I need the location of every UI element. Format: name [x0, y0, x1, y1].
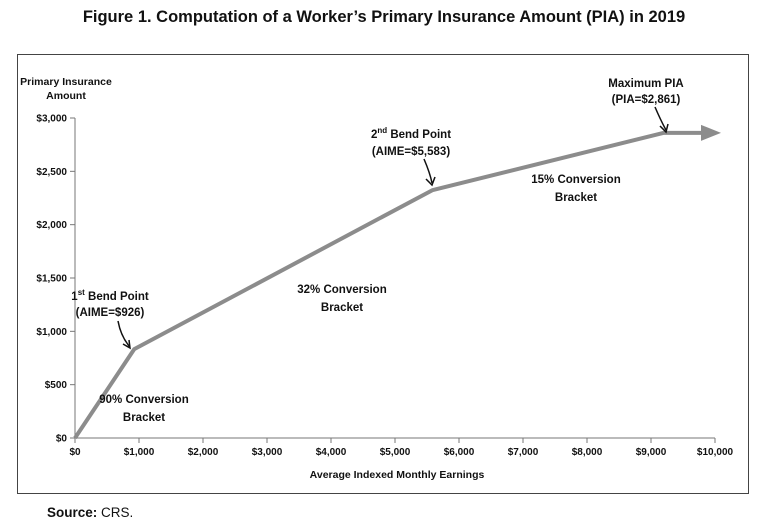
x-tick-label: $6,000 — [444, 447, 475, 458]
y-tick-label: $2,000 — [36, 220, 67, 231]
x-tick-label: $7,000 — [508, 447, 539, 458]
annotations: 1st Bend Point (AIME=$926) 2nd Bend Poin… — [71, 78, 683, 424]
x-tick-label: $4,000 — [316, 447, 347, 458]
bend-point-2-text: Bend Point — [387, 129, 451, 141]
bend-point-1-arrow — [117, 320, 131, 348]
x-tick-label: $9,000 — [636, 447, 667, 458]
x-axis-title: Average Indexed Monthly Earnings — [310, 469, 485, 481]
x-tick-label: $5,000 — [380, 447, 411, 458]
figure-title: Figure 1. Computation of a Worker’s Prim… — [82, 8, 686, 26]
bend-point-2-superscript: nd — [377, 126, 387, 135]
bend-point-1-superscript: st — [78, 288, 85, 297]
bend-point-1-text: Bend Point — [85, 291, 149, 303]
y-tick-label: $0 — [56, 434, 68, 445]
x-tick-label: $10,000 — [697, 447, 734, 458]
x-ticks: $0 $1,000 $2,000 $3,000 $4,000 $5,000 $6,000 $7… — [69, 438, 734, 458]
chart-frame: $0 $500 $1,000 $1,500 $2,000 $2,500 $3,000 $0 $… — [17, 54, 749, 494]
maximum-pia-arrow — [654, 106, 667, 131]
bracket-15-word: Bracket — [555, 192, 597, 204]
bend-point-1-arrowhead — [122, 339, 131, 350]
bend-point-2-label: 2nd Bend Point — [371, 126, 451, 141]
x-tick-label: $8,000 — [572, 447, 603, 458]
source-note: Source: CRS. — [47, 505, 133, 520]
bend-point-2-aime: (AIME=$5,583) — [372, 146, 450, 158]
maximum-pia-value: (PIA=$2,861) — [612, 94, 681, 106]
bracket-32-label: 32% Conversion — [297, 284, 386, 296]
bend-point-1-number: 1 — [71, 291, 78, 303]
bracket-32-word: Bracket — [321, 302, 363, 314]
y-tick-label: $1,500 — [36, 274, 67, 285]
y-axis-title-line-2: Amount — [46, 90, 86, 102]
series-layer — [73, 124, 721, 440]
y-tick-label: $1,000 — [36, 327, 67, 338]
x-tick-label: $2,000 — [188, 447, 219, 458]
axes — [74, 118, 715, 439]
y-tick-label: $500 — [45, 380, 68, 391]
x-tick-label: $0 — [69, 447, 81, 458]
bend-point-1-aime: (AIME=$926) — [76, 307, 145, 319]
y-tick-label: $2,500 — [36, 167, 67, 178]
pia-chart: $0$500$1,000$1,500$2,000$2,500$3,000 $0 $… — [20, 76, 734, 481]
maximum-pia-label: Maximum PIA — [608, 78, 683, 90]
source-label: Source: — [47, 505, 98, 520]
y-tick-label: $3,000 — [36, 114, 67, 125]
bracket-15-label: 15% Conversion — [531, 174, 620, 186]
source-value: CRS. — [101, 505, 134, 520]
bend-point-1-label: 1st Bend Point — [71, 288, 149, 303]
pia-formula-line — [73, 130, 705, 440]
y-axis-title-line-1: Primary Insurance — [20, 76, 112, 88]
bracket-90-word: Bracket — [123, 412, 165, 424]
bracket-90-label: 90% Conversion — [99, 394, 188, 406]
bend-point-2-number: 2 — [371, 129, 377, 141]
x-tick-label: $1,000 — [124, 447, 155, 458]
bend-point-2-arrowhead — [425, 176, 436, 187]
pia-line-arrowhead — [701, 124, 721, 141]
x-tick-label: $3,000 — [252, 447, 283, 458]
bend-point-2-arrow — [423, 158, 433, 184]
maximum-pia-arrowhead — [659, 123, 669, 134]
y-ticks: $0 $500 $1,000 $1,500 $2,000 $2,500 $3,000 — [36, 114, 75, 445]
